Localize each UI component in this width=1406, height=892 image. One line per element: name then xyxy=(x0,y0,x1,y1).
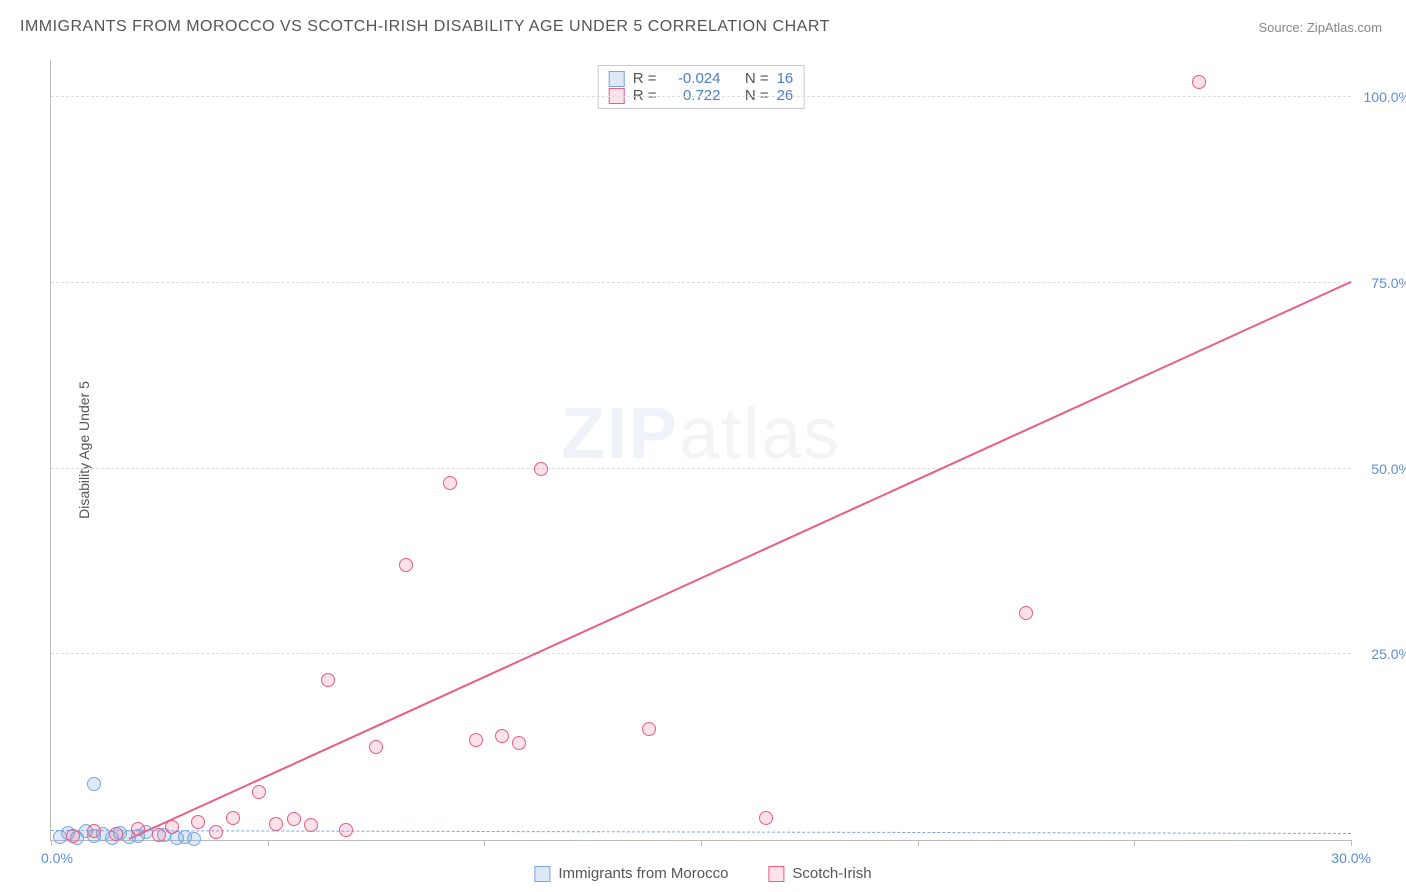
data-point xyxy=(87,777,101,791)
legend-series-name: Scotch-Irish xyxy=(792,865,871,882)
legend-item: Immigrants from Morocco xyxy=(534,865,728,882)
legend-item: Scotch-Irish xyxy=(768,865,871,882)
grid-line xyxy=(51,96,1351,97)
data-point xyxy=(399,558,413,572)
source-label: Source: xyxy=(1258,20,1306,35)
y-tick-label: 75.0% xyxy=(1356,275,1406,291)
x-tick-mark xyxy=(51,840,52,846)
y-axis-label: Disability Age Under 5 xyxy=(76,381,92,519)
data-point xyxy=(495,729,509,743)
x-tick-mark xyxy=(484,840,485,846)
data-point xyxy=(759,811,773,825)
x-tick-mark xyxy=(268,840,269,846)
grid-line xyxy=(51,468,1351,469)
data-point xyxy=(443,476,457,490)
data-point xyxy=(209,825,223,839)
legend-swatch xyxy=(609,71,625,87)
data-point xyxy=(66,829,80,843)
regression-line xyxy=(129,281,1352,840)
data-point xyxy=(304,818,318,832)
grid-line xyxy=(51,653,1351,654)
source-attribution: Source: ZipAtlas.com xyxy=(1258,20,1382,35)
legend-row: R = -0.024 N = 16 xyxy=(609,70,794,87)
n-value: 16 xyxy=(777,70,794,87)
data-point xyxy=(269,817,283,831)
y-tick-label: 100.0% xyxy=(1356,89,1406,105)
x-tick-mark xyxy=(1134,840,1135,846)
legend-swatch xyxy=(534,866,550,882)
r-label: R = xyxy=(633,70,657,87)
data-point xyxy=(131,822,145,836)
r-value: -0.024 xyxy=(664,70,720,87)
y-tick-label: 50.0% xyxy=(1356,461,1406,477)
y-tick-label: 25.0% xyxy=(1356,646,1406,662)
data-point xyxy=(512,736,526,750)
data-point xyxy=(369,740,383,754)
series-legend: Immigrants from Morocco Scotch-Irish xyxy=(534,865,871,882)
x-axis-min-label: 0.0% xyxy=(41,850,73,866)
data-point xyxy=(1192,75,1206,89)
x-axis-max-label: 30.0% xyxy=(1331,850,1371,866)
chart-title: IMMIGRANTS FROM MOROCCO VS SCOTCH-IRISH … xyxy=(20,18,830,36)
data-point xyxy=(152,828,166,842)
legend-swatch xyxy=(768,866,784,882)
n-label: N = xyxy=(745,70,769,87)
data-point xyxy=(1019,606,1033,620)
data-point xyxy=(339,823,353,837)
scatter-plot-area: Disability Age Under 5 R = -0.024 N = 16… xyxy=(50,60,1351,841)
data-point xyxy=(87,824,101,838)
watermark: ZIPatlas xyxy=(561,393,841,475)
data-point xyxy=(109,827,123,841)
data-point xyxy=(321,673,335,687)
data-point xyxy=(287,812,301,826)
data-point xyxy=(165,820,179,834)
watermark-atlas: atlas xyxy=(679,394,841,474)
data-point xyxy=(191,815,205,829)
data-point xyxy=(534,462,548,476)
data-point xyxy=(469,733,483,747)
x-tick-mark xyxy=(918,840,919,846)
data-point xyxy=(187,832,201,846)
correlation-legend: R = -0.024 N = 16R = 0.722 N = 26 xyxy=(598,65,805,109)
regression-line xyxy=(51,830,1351,834)
x-tick-mark xyxy=(1351,840,1352,846)
watermark-zip: ZIP xyxy=(561,394,679,474)
grid-line xyxy=(51,282,1351,283)
data-point xyxy=(642,722,656,736)
x-tick-mark xyxy=(701,840,702,846)
source-link[interactable]: ZipAtlas.com xyxy=(1307,20,1382,35)
data-point xyxy=(252,785,266,799)
data-point xyxy=(226,811,240,825)
legend-series-name: Immigrants from Morocco xyxy=(558,865,728,882)
